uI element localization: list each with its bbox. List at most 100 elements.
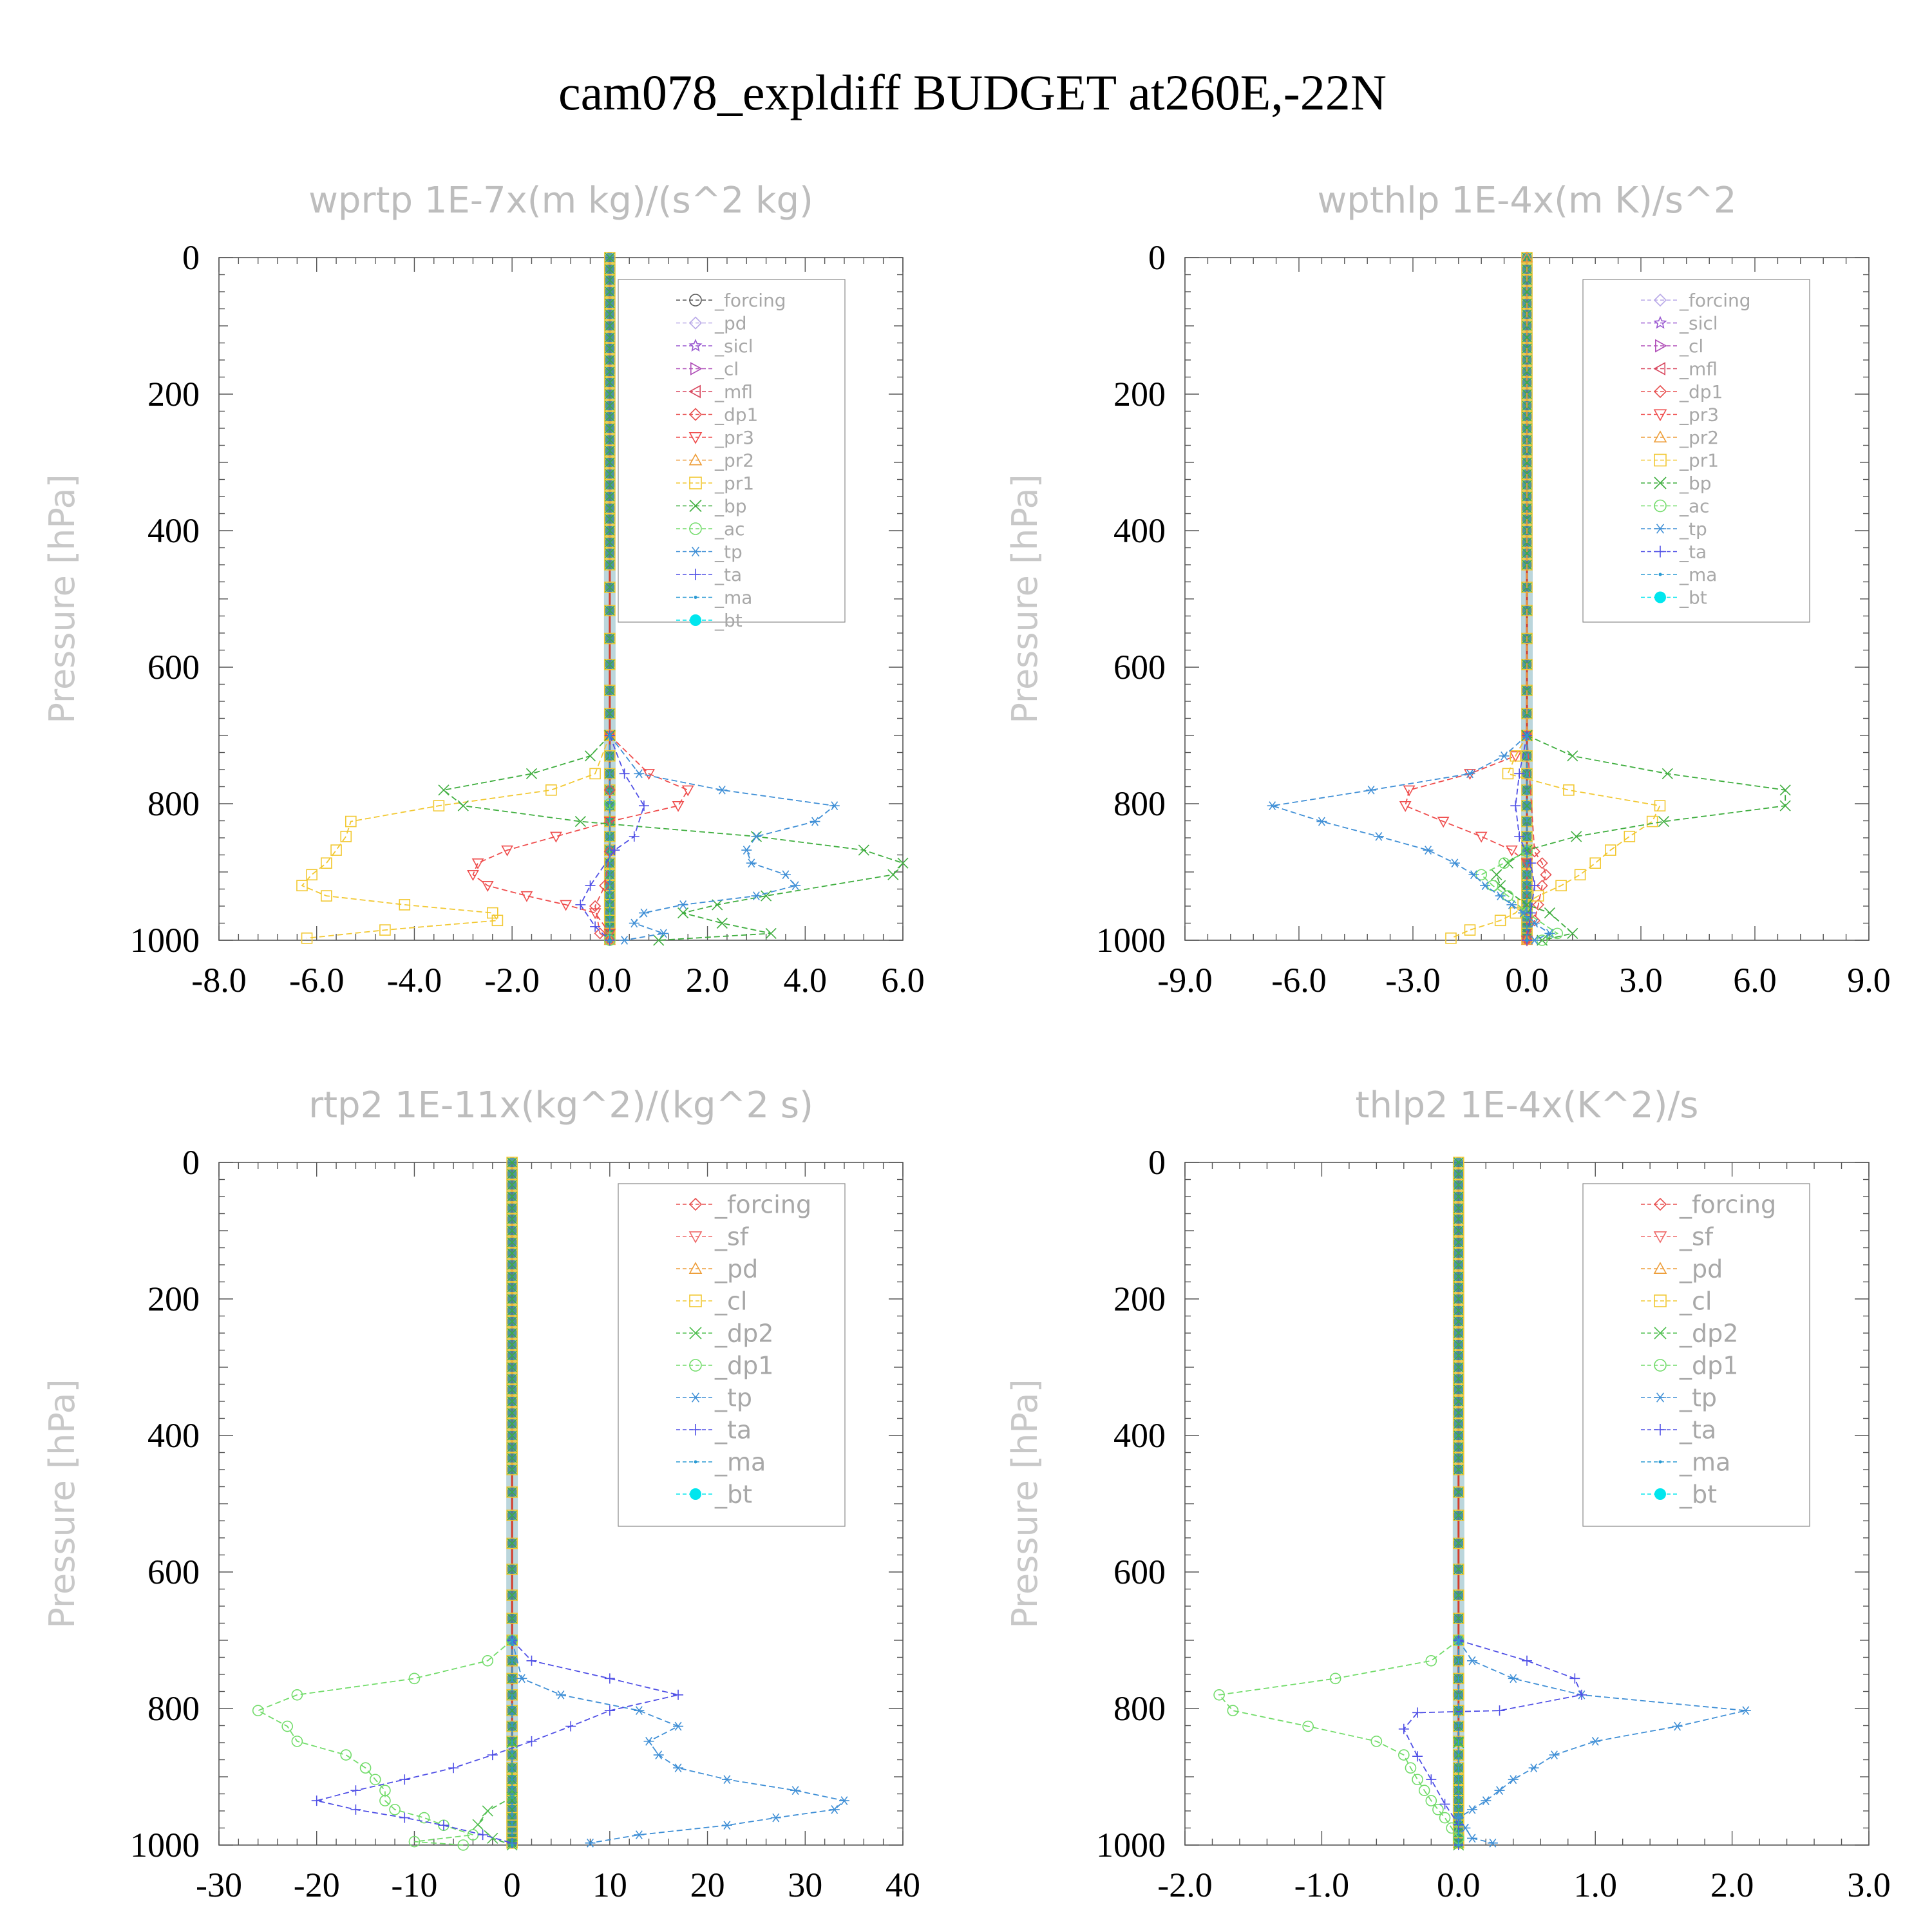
zero-level-marker	[1454, 1350, 1464, 1361]
y-axis-label: Pressure [hPa]	[1005, 474, 1045, 723]
data-point	[1227, 1705, 1239, 1716]
legend-label: _pr3	[1679, 404, 1719, 425]
data-point	[1525, 907, 1536, 918]
legend-label: _bt	[714, 1480, 752, 1508]
data-point	[629, 918, 639, 928]
x-tick-label: 10	[592, 1866, 627, 1904]
chart-panel-4: thlp2 1E-4x(K^2)/s Pressure [hPa] 0 200 400 6…	[1005, 1084, 1891, 1904]
data-point	[721, 1775, 732, 1785]
legend-label: _sf	[714, 1222, 750, 1251]
legend-label: _pd	[714, 312, 747, 334]
data-point	[556, 1690, 566, 1700]
data-point	[589, 768, 601, 780]
zero-level-marker	[605, 548, 615, 558]
panel-title: wprtp 1E-7x(m kg)/(s^2 kg)	[308, 180, 813, 222]
data-point	[1506, 845, 1518, 857]
zero-level-marker	[1454, 1613, 1464, 1624]
legend-marker	[1654, 591, 1666, 603]
y-tick-label: 200	[1113, 1280, 1166, 1318]
zero-level-marker	[1454, 1430, 1464, 1441]
legend-marker	[688, 1197, 703, 1211]
data-point	[653, 1750, 664, 1759]
zero-level-marker	[507, 1374, 517, 1384]
zero-level-marker	[1521, 308, 1533, 320]
zero-level-marker	[604, 559, 616, 571]
data-point	[408, 1672, 421, 1685]
series-line	[1515, 735, 1535, 941]
data-point	[810, 817, 820, 826]
data-point	[634, 1830, 645, 1839]
data-point	[1522, 1655, 1532, 1666]
data-point	[1672, 1721, 1683, 1731]
data-point	[604, 1705, 615, 1716]
data-point	[1425, 1795, 1437, 1806]
data-point	[477, 1830, 488, 1841]
data-point	[1439, 1799, 1450, 1810]
zero-level-marker	[1453, 1350, 1464, 1361]
data-point	[1467, 1805, 1478, 1814]
series-ma	[510, 1638, 514, 1847]
data-point	[609, 845, 620, 856]
data-point	[369, 1774, 381, 1786]
zero-level-marker	[507, 1362, 517, 1372]
zero-level-marker	[507, 1430, 517, 1441]
legend-label: _pr1	[1679, 450, 1719, 471]
zero-level-marker	[1454, 1442, 1464, 1452]
data-point	[1525, 734, 1529, 737]
data-point	[1426, 1774, 1437, 1785]
zero-level-marker	[604, 768, 616, 780]
zero-level-marker	[605, 401, 615, 411]
legend-marker	[1653, 362, 1665, 375]
legend-label: _dp1	[714, 404, 758, 425]
zero-level-marker	[1522, 287, 1532, 297]
legend-marker	[1655, 339, 1667, 353]
data-point	[1439, 1812, 1451, 1824]
legend-label: _ma	[1679, 1448, 1730, 1476]
legend-marker	[1654, 453, 1667, 467]
x-tick-label: -20	[294, 1866, 340, 1904]
data-point	[1502, 857, 1514, 869]
legend-label: _ac	[714, 518, 745, 540]
data-point	[1532, 898, 1544, 911]
zero-level-marker	[507, 1510, 517, 1520]
zero-level-marker	[507, 1419, 517, 1429]
legend-label: _ta	[714, 1416, 752, 1444]
zero-level-marker	[1454, 1705, 1464, 1716]
legend-label: _sf	[1679, 1222, 1714, 1251]
data-point	[1423, 846, 1434, 855]
data-point	[790, 881, 801, 891]
series-bp	[438, 730, 909, 946]
data-point	[746, 858, 757, 868]
legend-label: _pr1	[714, 473, 754, 494]
zero-level-marker	[506, 1537, 518, 1549]
data-point	[340, 1749, 352, 1761]
zero-level-marker	[604, 332, 616, 343]
data-point	[1509, 751, 1522, 762]
data-point	[761, 890, 772, 902]
data-point	[751, 832, 762, 841]
data-point	[1567, 927, 1578, 939]
data-point	[481, 881, 494, 892]
zero-level-marker	[605, 659, 615, 670]
zero-level-marker	[506, 1305, 518, 1316]
data-point	[321, 857, 332, 869]
zero-level-marker	[1454, 1362, 1464, 1372]
data-point	[1302, 1720, 1314, 1732]
zero-level-marker	[507, 1813, 517, 1823]
data-point	[677, 907, 689, 919]
data-point	[321, 890, 332, 902]
data-point	[1398, 1749, 1410, 1761]
zero-level-marker	[506, 1327, 518, 1339]
zero-level-marker	[605, 469, 615, 479]
y-tick-label: 0	[182, 238, 200, 277]
data-point	[590, 921, 601, 932]
series-ta	[575, 730, 649, 945]
legend-box	[618, 1183, 846, 1527]
zero-level-marker	[1454, 1564, 1464, 1575]
data-point	[1589, 857, 1601, 869]
data-point	[634, 769, 645, 779]
data-point	[599, 880, 611, 892]
x-tick-label: 9.0	[1847, 961, 1891, 999]
zero-level-marker	[506, 1589, 518, 1601]
legend-marker	[689, 522, 702, 535]
